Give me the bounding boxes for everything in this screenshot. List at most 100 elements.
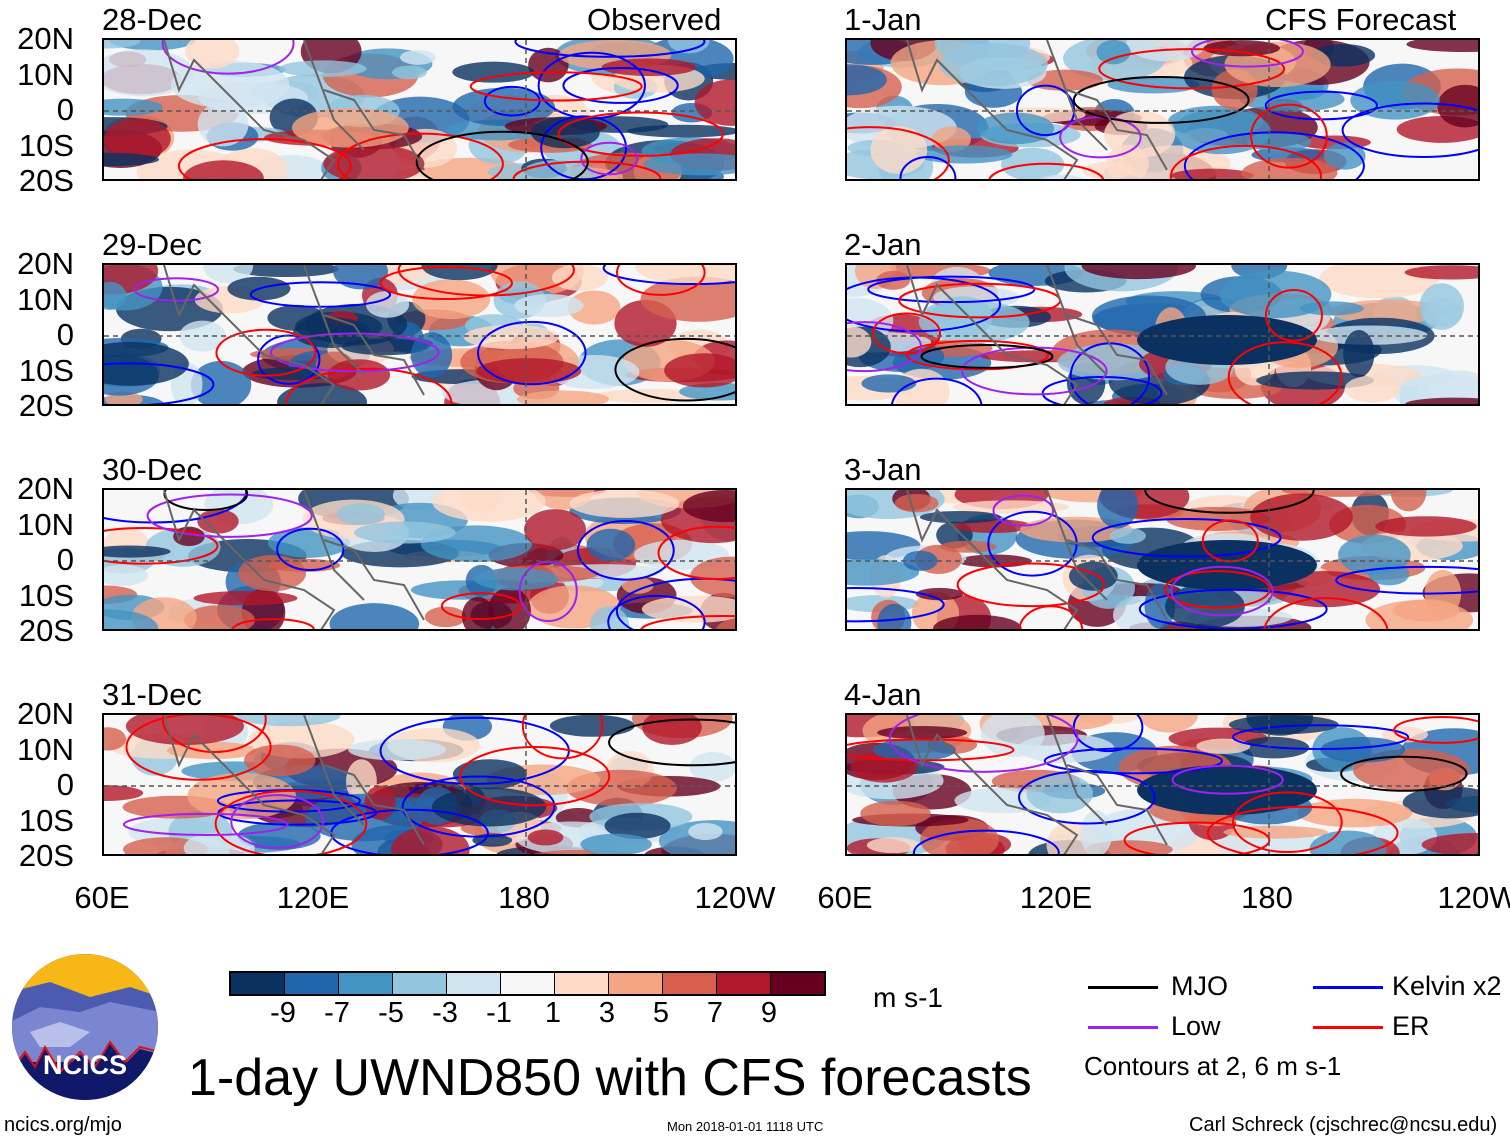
- contour-line: [1190, 40, 1304, 68]
- wind-anomaly-area: [952, 500, 1070, 514]
- wind-anomaly-area: [569, 490, 680, 518]
- coastline: [906, 40, 1168, 179]
- wind-anomaly-area: [621, 577, 654, 594]
- colorbar-tick-label: -9: [270, 997, 296, 1029]
- wind-anomaly-area: [1096, 40, 1131, 65]
- coastline: [163, 490, 425, 629]
- wind-anomaly-area: [104, 609, 159, 629]
- wind-anomaly-area: [104, 785, 144, 801]
- wind-anomaly-area: [524, 509, 587, 551]
- colorbar-swatch: [771, 973, 824, 994]
- wind-anomaly-area: [1419, 283, 1465, 330]
- wind-anomaly-area: [203, 265, 254, 284]
- contour-line: [847, 126, 950, 179]
- colorbar-swatch: [339, 973, 393, 994]
- wind-anomaly-area: [1323, 142, 1366, 170]
- lon-label: 120W: [1437, 880, 1510, 915]
- map-panel: [102, 713, 737, 856]
- contour-line: [920, 344, 1054, 369]
- wind-anomaly-area: [1343, 329, 1375, 378]
- contour-line: [912, 829, 1060, 854]
- colorbar-tick-label: -3: [432, 997, 458, 1029]
- map-panel: [845, 713, 1480, 856]
- wind-anomaly-area: [1311, 325, 1428, 345]
- contour-line: [1091, 517, 1282, 558]
- wind-anomaly-area: [329, 603, 420, 629]
- wind-anomaly-area: [399, 50, 436, 65]
- contour-line: [847, 587, 945, 623]
- wind-anomaly-area: [915, 587, 964, 601]
- wind-anomaly-area: [1406, 40, 1478, 53]
- wind-anomaly-area: [170, 60, 290, 109]
- wind-anomaly-area: [104, 727, 127, 751]
- wind-anomaly-area: [197, 509, 239, 534]
- panel-date-1: 28-Dec: [102, 2, 202, 37]
- colorbar-swatch: [609, 973, 663, 994]
- wind-anomaly-area: [567, 290, 621, 325]
- lat-label: 20S: [18, 838, 74, 873]
- contour-line: [1335, 565, 1478, 595]
- wind-anomaly-area: [682, 490, 735, 523]
- wind-anomaly-area: [410, 332, 453, 378]
- wind-anomaly-area: [104, 152, 160, 167]
- lon-label: 180: [498, 880, 550, 915]
- lat-label: 10S: [18, 802, 74, 838]
- contour-line: [1263, 597, 1389, 629]
- wind-anomaly-area: [528, 47, 569, 83]
- colorbar-swatch: [231, 973, 285, 994]
- wind-anomaly-area: [125, 715, 244, 745]
- lon-label: 60E: [74, 880, 130, 915]
- colorbar-tick-label: -1: [486, 997, 512, 1029]
- wind-anomaly-area: [601, 58, 697, 76]
- wind-anomaly-area: [847, 558, 920, 586]
- wind-anomaly-area: [640, 276, 735, 322]
- wind-anomaly-area: [518, 159, 598, 179]
- contour-line: [557, 111, 724, 157]
- wind-anomaly-area: [187, 772, 297, 820]
- wind-anomaly-area: [104, 49, 195, 97]
- wind-anomaly-area: [715, 618, 735, 629]
- legend-line-mjo: [1088, 986, 1158, 989]
- contour-line: [1123, 821, 1271, 854]
- contour-line: [104, 526, 219, 565]
- wind-anomaly-area: [551, 265, 608, 291]
- wind-anomaly-area: [173, 526, 205, 547]
- contour-line: [956, 562, 1106, 608]
- contour-line: [230, 794, 325, 849]
- wind-anomaly-area: [183, 832, 255, 854]
- figure-title: 1-day UWND850 with CFS forecasts: [188, 1049, 1032, 1107]
- wind-anomaly-area: [527, 829, 564, 846]
- wind-anomaly-area: [391, 65, 427, 80]
- colorbar-swatch: [663, 973, 717, 994]
- wind-anomaly-area: [104, 98, 164, 116]
- wind-anomaly-area: [1338, 534, 1411, 576]
- map-panel: [845, 488, 1480, 631]
- colorbar: [229, 971, 826, 996]
- lat-label: 20N: [17, 21, 74, 56]
- footer-url[interactable]: ncics.org/mjo: [4, 1114, 122, 1136]
- wind-anomaly-area: [1026, 773, 1094, 814]
- wind-anomaly-area: [243, 744, 316, 777]
- wind-anomaly-area: [860, 800, 931, 827]
- wind-anomaly-area: [323, 144, 425, 179]
- contour-line: [580, 141, 639, 176]
- coastline: [906, 265, 1168, 404]
- wind-anomaly-area: [549, 715, 635, 737]
- wind-anomaly-area: [1402, 786, 1478, 819]
- colorbar-swatch: [501, 973, 555, 994]
- wind-anomaly-area: [1097, 490, 1138, 529]
- lat-label: 0: [56, 317, 74, 352]
- panel-date-7: 3-Jan: [844, 452, 922, 487]
- wind-anomaly-area: [894, 493, 939, 513]
- coastline: [163, 265, 425, 404]
- legend-label-er: ER: [1392, 1011, 1430, 1041]
- wind-anomaly-area: [866, 837, 920, 854]
- colorbar-tick-label: 7: [706, 997, 724, 1029]
- wind-anomaly-area: [1344, 375, 1401, 403]
- contour-line: [440, 592, 522, 621]
- wind-anomaly-area: [516, 390, 610, 404]
- contour-line: [1340, 755, 1468, 792]
- lat-label: 10N: [17, 56, 74, 92]
- wind-anomaly-area: [1080, 810, 1113, 854]
